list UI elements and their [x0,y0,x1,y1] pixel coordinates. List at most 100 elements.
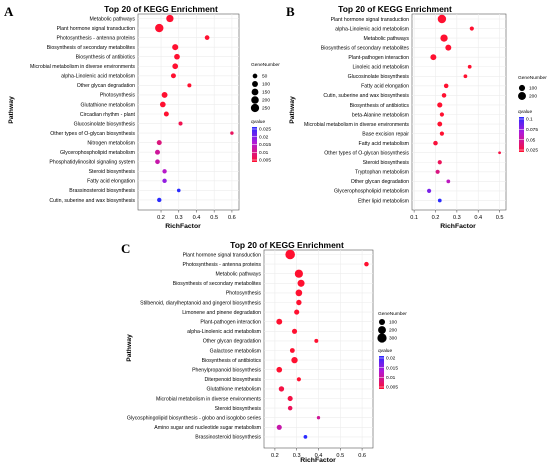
panel-a-point [172,44,179,51]
panel-b-color-legend-label: 0.1 [526,117,533,123]
panel-c-point [276,318,283,325]
panel-a-size-legend-label: 150 [262,90,270,96]
panel-c-point [303,435,308,439]
panel-b-x-tick-label: 0.5 [496,215,504,221]
panel-c-category-label: Other glycan degradation [203,339,261,345]
panel-b-point [433,140,438,146]
panel-b-x-tick-label: 0.1 [410,215,418,221]
panel-c-category-label: Brassinosteroid biosynthesis [195,435,261,441]
panel-c-x-tick-label: 0.4 [315,453,323,459]
panel-a-color-legend-label: 0.025 [259,127,271,133]
panel-b-category-label: alpha-Linolenic acid metabolism [335,26,409,32]
panel-c-point [316,416,321,420]
panel-c-size-legend-label: 300 [389,336,397,342]
panel-a-category-label: Glucosinolate biosynthesis [74,121,136,127]
panel-label-b: B [286,4,295,19]
panel-a-size-legend-dot [250,103,260,113]
panel-b-category-label: Fatty acid metabolism [359,141,409,147]
panel-b-marks: Plant hormone signal transduction alpha-L… [304,14,547,221]
panel-c-category-label: Plant hormone signal transduction [183,252,262,258]
panel-c-x-tick-label: 0.5 [336,453,344,459]
panel-c-point [291,356,298,364]
panel-c-point [364,261,369,267]
panel-a-size-legend-label: 200 [262,98,270,104]
panel-a-point [176,188,181,193]
panel-a-point [157,197,162,203]
panel-a-size-legend-label: 250 [262,106,270,112]
panel-a-color-legend-title: qvalue [251,119,265,125]
panel-c-category-label: Photosynthesis - antenna proteins [183,262,262,268]
panel-b-category-label: Fatty acid elongation [361,84,409,90]
panel-a-y-axis-label: Pathway [8,96,15,124]
panel-a-category-label: Glycerophospholipid metabolism [60,150,135,156]
panel-b: B Top 20 of KEGG Enrichment Plant hormon… [286,4,547,230]
panel-b-x-tick-label: 0.4 [474,215,482,221]
panel-c-category-label: Diterpenoid biosynthesis [204,377,261,383]
panel-c-point [314,338,319,343]
panel-a-x-tick-label: 0.2 [157,215,165,221]
panel-a-point [172,63,179,70]
panel-a-category-label: Microbial metabolism in diverse environm… [30,64,135,70]
panel-b-point [443,83,449,89]
panel-a-category-label: Photosynthesis - antenna proteins [57,35,136,41]
panel-c-size-legend-dot [378,326,386,334]
panel-a-point [178,121,183,126]
panel-c-x-axis-label: RichFactor [300,457,336,464]
panel-label-a: A [4,4,14,19]
panel-c-y-axis-label: Pathway [126,334,133,362]
panel-b-plot-area [411,13,507,211]
panel-b-color-legend-label: 0.025 [526,148,538,154]
panel-b-category-label: Other types of O-glycan biosynthesis [324,151,409,157]
panel-c-point [276,424,282,430]
panel-c-point [296,299,302,306]
panel-c-category-label: alpha-Linolenic acid metabolism [187,329,261,335]
panel-a-category-label: Brassinosteroid biosynthesis [69,188,135,194]
panel-a-category-label: Other types of O-glycan biosynthesis [50,131,135,137]
panel-a-x-tick-label: 0.4 [193,215,201,221]
panel-b-point [437,121,443,127]
panel-b-y-axis-label: Pathway [289,96,296,124]
panel-b-point [469,26,474,31]
panel-c-color-legend-title: qvalue [378,348,392,354]
panel-a-size-legend-dot [252,73,258,79]
panel-c-point [291,328,298,334]
panel-b-point [426,188,432,193]
panel-a-point [187,83,192,88]
panel-a-size-legend-dot [251,88,259,96]
panel-b-color-legend-title: qvalue [518,109,532,115]
panel-a-category-label: alpha-Linolenic acid metabolism [61,74,135,80]
panel-a-size-legend-dot [252,81,258,87]
panel-b-category-label: beta-Alanine metabolism [352,112,409,118]
panel-b-point [435,169,440,174]
panel-b-color-legend-label: 0.05 [526,137,536,143]
panel-a-x-tick-label: 0.6 [228,215,236,221]
panel-b-point [439,112,445,117]
panel-a-color-legend-label: 0.005 [259,158,271,164]
panel-b-size-legend-label: 200 [529,94,537,100]
panel-b-title: Top 20 of KEGG Enrichment [338,4,452,14]
panel-c-size-legend-title: GeneNumber [378,311,407,317]
panel-a-point [155,159,160,165]
panel-c-category-label: Limonene and pinene degradation [182,310,261,316]
panel-c-category-label: Biosynthesis of secondary metabolites [173,281,262,287]
panel-b-point [498,151,501,155]
panel-a-point [230,131,234,135]
panel-b-color-legend-label: 0.075 [526,127,538,133]
panel-a-plot-area [137,13,240,211]
panel-b-size-legend-dot [518,92,526,100]
panel-c-point [296,377,301,382]
panel-c-category-label: Metabolic pathways [215,272,261,278]
panel-b-point [467,64,472,69]
panel-b-category-label: Biosynthesis of antibiotics [350,103,410,109]
panel-a-category-label: Steroid biosynthesis [89,169,136,175]
panel-a-category-label: Biosynthesis of secondary metabolites [47,45,136,51]
panel-b-category-label: Base excision repair [362,131,409,137]
panel-c-point [278,386,285,392]
panel-a-category-label: Circadian rhythm - plant [80,112,136,118]
panel-b-category-label: Steroid biosynthesis [363,160,410,166]
panel-c-point [285,249,295,260]
panel-c-category-label: Plant-pathogen interaction [200,320,261,326]
panel-b-x-tick-label: 0.2 [432,215,440,221]
panel-b-size-legend-label: 100 [529,86,537,92]
